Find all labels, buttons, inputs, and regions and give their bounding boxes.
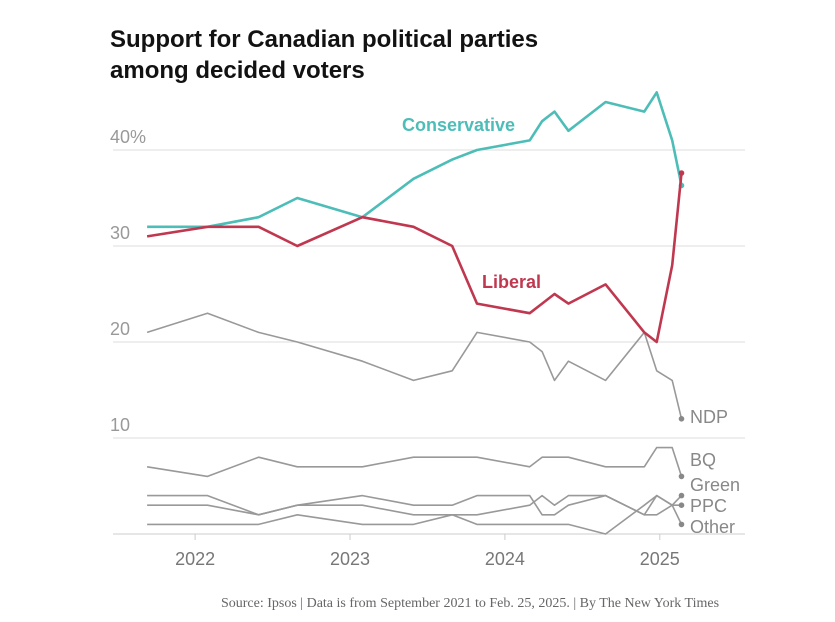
end-dot — [678, 521, 685, 528]
series-label: Conservative — [402, 115, 515, 135]
series-line — [147, 91, 683, 229]
series-line — [146, 172, 683, 344]
series-line — [146, 312, 683, 419]
end-dot — [678, 416, 685, 422]
series-label: Other — [690, 517, 735, 537]
series-line — [147, 494, 683, 516]
series-label: Green — [690, 475, 740, 495]
series-line — [147, 494, 683, 535]
end-dot — [678, 473, 685, 480]
series-label: NDP — [690, 407, 728, 427]
x-tick-label: 2023 — [330, 549, 370, 569]
series-line — [147, 494, 682, 516]
series-label: PPC — [690, 496, 727, 516]
x-tick-label: 2024 — [485, 549, 525, 569]
end-dot — [678, 502, 685, 509]
y-tick-label: 10 — [110, 415, 130, 435]
y-tick-label: 30 — [110, 223, 130, 243]
series-line — [146, 446, 683, 478]
series-label: BQ — [690, 450, 716, 470]
y-tick-label: 40% — [110, 127, 146, 147]
end-dot — [678, 492, 685, 499]
x-tick-label: 2022 — [175, 549, 215, 569]
series-label: Liberal — [482, 272, 541, 292]
end-dot — [678, 170, 685, 176]
source-note: Source: Ipsos | Data is from September 2… — [220, 596, 720, 611]
chart-title: Support for Canadian political parties a… — [110, 26, 539, 84]
y-tick-label: 20 — [110, 319, 130, 339]
x-tick-label: 2025 — [640, 549, 680, 569]
